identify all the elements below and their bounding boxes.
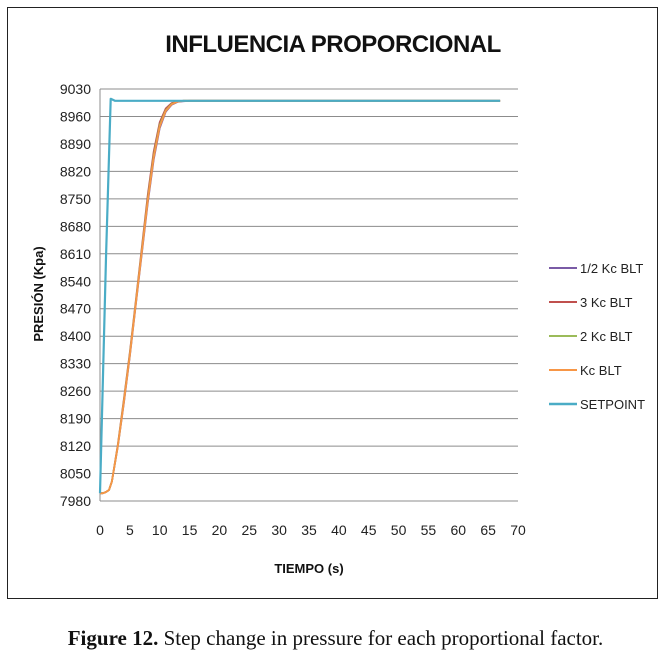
y-tick-label: 8120 [60, 438, 91, 454]
series-line [100, 99, 501, 495]
series-lines [98, 97, 501, 495]
x-tick-label: 45 [361, 522, 377, 538]
series-line [100, 99, 501, 495]
y-tick-label: 8610 [60, 246, 91, 262]
x-tick-label: 30 [271, 522, 287, 538]
legend-label: 2 Kc BLT [580, 329, 633, 344]
x-tick-label: 25 [241, 522, 257, 538]
y-tick-label: 8260 [60, 383, 91, 399]
legend-label: Kc BLT [580, 363, 622, 378]
y-tick-label: 8680 [60, 218, 91, 234]
x-tick-label: 50 [391, 522, 407, 538]
chart-title: INFLUENCIA PROPORCIONAL [165, 31, 501, 58]
x-tick-label: 60 [450, 522, 466, 538]
legend-label: 1/2 Kc BLT [580, 261, 643, 276]
figure-caption: Figure 12. Step change in pressure for e… [0, 626, 671, 651]
caption-text: Step change in pressure for each proport… [158, 626, 604, 650]
y-tick-label: 8890 [60, 136, 91, 152]
y-tick-label: 8470 [60, 301, 91, 317]
x-tick-label: 65 [480, 522, 496, 538]
x-tick-label: 20 [212, 522, 228, 538]
legend: 1/2 Kc BLT 3 Kc BLT 2 Kc BLT Kc BLT SETPOINT [549, 261, 645, 412]
axes [99, 89, 518, 502]
series-line [98, 97, 501, 494]
gridlines [100, 88, 518, 502]
y-tick-label: 8190 [60, 411, 91, 427]
x-tick-label: 10 [152, 522, 168, 538]
caption-label: Figure 12. [67, 626, 159, 650]
x-tick-label: 0 [96, 522, 104, 538]
y-tick-labels: 7980 8050 8120 8190 8260 8330 8400 8470 8540 8610… [60, 81, 91, 509]
y-tick-label: 9030 [60, 81, 91, 97]
series-line [100, 99, 501, 495]
legend-label: 3 Kc BLT [580, 295, 633, 310]
x-tick-label: 35 [301, 522, 317, 538]
x-tick-label: 5 [126, 522, 134, 538]
y-tick-label: 8960 [60, 108, 91, 124]
x-tick-label: 70 [510, 522, 526, 538]
x-tick-label: 55 [421, 522, 437, 538]
legend-label: SETPOINT [580, 397, 645, 412]
y-tick-label: 8050 [60, 466, 91, 482]
y-tick-label: 8820 [60, 163, 91, 179]
y-tick-label: 8400 [60, 328, 91, 344]
x-tick-label: 15 [182, 522, 198, 538]
y-axis-label: PRESIÓN (Kpa) [31, 246, 46, 341]
x-tick-label: 40 [331, 522, 347, 538]
y-tick-label: 8330 [60, 356, 91, 372]
y-tick-label: 8750 [60, 191, 91, 207]
series-line [100, 99, 501, 495]
x-axis-label: TIEMPO (s) [274, 561, 343, 576]
y-tick-label: 7980 [60, 493, 91, 509]
y-tick-label: 8540 [60, 273, 91, 289]
x-tick-labels: 0 5 10 15 20 25 30 35 40 45 50 55 60 65 70 [96, 522, 526, 538]
